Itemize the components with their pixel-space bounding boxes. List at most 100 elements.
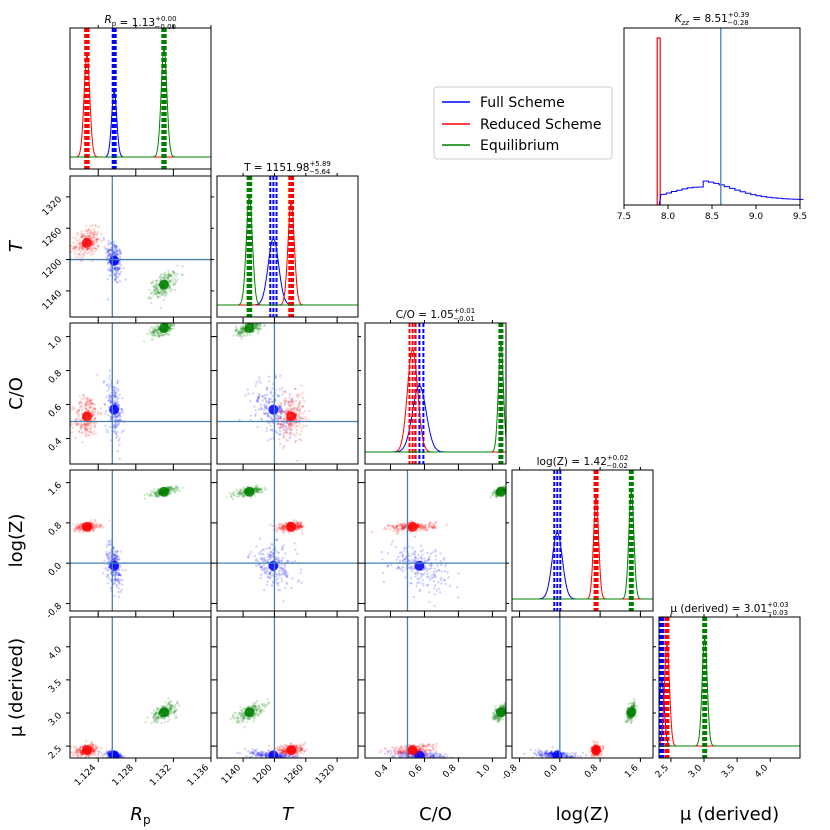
scatter-point: [119, 252, 123, 256]
scatter-point: [173, 710, 176, 714]
scatter-point: [169, 273, 173, 276]
scatter-point: [163, 705, 166, 708]
scatter-point: [163, 720, 167, 724]
scatter-point: [269, 571, 272, 575]
scatter-point: [294, 421, 297, 424]
scatter-point: [155, 711, 158, 714]
scatter-point: [114, 266, 117, 269]
scatter-point: [438, 587, 441, 591]
scatter-point: [104, 752, 107, 755]
scatter-point: [76, 748, 79, 751]
scatter-point: [403, 526, 406, 530]
scatter-point: [166, 273, 169, 276]
scatter-point: [78, 419, 82, 422]
scatter-point: [299, 522, 302, 526]
scatter-point: [294, 435, 297, 438]
scatter-point: [276, 556, 280, 559]
scatter-point: [267, 572, 271, 576]
scatter-point: [280, 559, 284, 562]
scatter-point: [256, 489, 259, 492]
scatter-point: [90, 231, 93, 235]
scatter-point: [276, 394, 279, 397]
scatter-point: [257, 329, 261, 332]
scatter-point: [404, 523, 407, 527]
scatter-point: [282, 749, 285, 752]
scatter-point: [257, 400, 260, 403]
scatter-point: [114, 550, 117, 553]
scatter-point: [260, 417, 263, 420]
scatter-point: [162, 717, 166, 720]
scatter-point: [403, 557, 406, 560]
scatter-point: [492, 491, 495, 494]
scatter-point: [118, 273, 121, 276]
scatter-point: [260, 418, 263, 421]
scatter-point: [113, 574, 117, 578]
scatter-point: [91, 748, 94, 751]
scatter-point: [298, 410, 301, 413]
scatter-point: [105, 568, 108, 572]
scatter-point: [118, 280, 122, 283]
scatter-point: [263, 568, 266, 572]
scatter-point: [118, 413, 121, 417]
scatter-point: [399, 559, 402, 562]
scatter-point: [413, 551, 416, 554]
scatter-point: [169, 705, 173, 709]
scatter-point: [118, 267, 121, 270]
scatter-point: [157, 494, 160, 497]
scatter-point: [424, 527, 428, 530]
scatter-point: [426, 583, 429, 587]
scatter-point: [420, 573, 423, 576]
scatter-point: [119, 550, 122, 553]
scatter-point: [278, 433, 282, 436]
scatter-point: [93, 417, 97, 420]
scatter-point: [234, 328, 238, 331]
scatter-point: [80, 424, 83, 427]
scatter-point: [93, 232, 96, 236]
scatter-point: [169, 703, 172, 707]
scatter-point: [275, 528, 279, 532]
scatter-point: [433, 525, 436, 528]
scatter-point: [106, 268, 110, 271]
scatter-point: [88, 248, 92, 251]
scatter-point: [149, 494, 152, 498]
scatter-point: [109, 268, 112, 272]
scatter-point: [157, 495, 160, 498]
scatter-point: [74, 529, 77, 532]
scatter-point: [117, 253, 121, 256]
scatter-point: [120, 419, 123, 422]
scatter-point: [154, 720, 157, 724]
scatter-point: [259, 754, 262, 758]
scatter-point: [155, 491, 158, 494]
scatter-point: [276, 422, 279, 426]
scatter-point: [97, 411, 100, 414]
scatter-point: [115, 555, 118, 558]
scatter-point: [430, 525, 433, 529]
scatter-point: [405, 546, 408, 550]
scatter-point: [281, 525, 285, 528]
scatter-point: [385, 527, 388, 531]
scatter-point: [289, 405, 292, 408]
scatter-point: [416, 573, 419, 576]
scatter-point: [253, 324, 257, 327]
scatter-point: [260, 319, 262, 321]
scatter-point: [266, 576, 270, 579]
scatter-point: [93, 407, 97, 411]
scatter-point: [183, 319, 185, 321]
scatter-point: [417, 523, 420, 526]
scatter-point: [279, 755, 282, 758]
scatter-point: [238, 490, 242, 494]
scatter-point: [76, 234, 79, 237]
scatter-point: [506, 491, 508, 493]
scatter-point: [153, 718, 157, 721]
scatter-point: [282, 432, 285, 435]
scatter-point: [261, 490, 264, 493]
scatter-point: [156, 495, 159, 498]
scatter-point: [424, 525, 427, 529]
scatter-point: [507, 486, 509, 488]
scatter-point: [294, 399, 297, 403]
scatter-point: [80, 752, 83, 755]
scatter-point: [259, 566, 263, 569]
scatter-point: [257, 395, 261, 398]
scatter-point: [103, 753, 106, 756]
scatter-point: [297, 527, 301, 531]
